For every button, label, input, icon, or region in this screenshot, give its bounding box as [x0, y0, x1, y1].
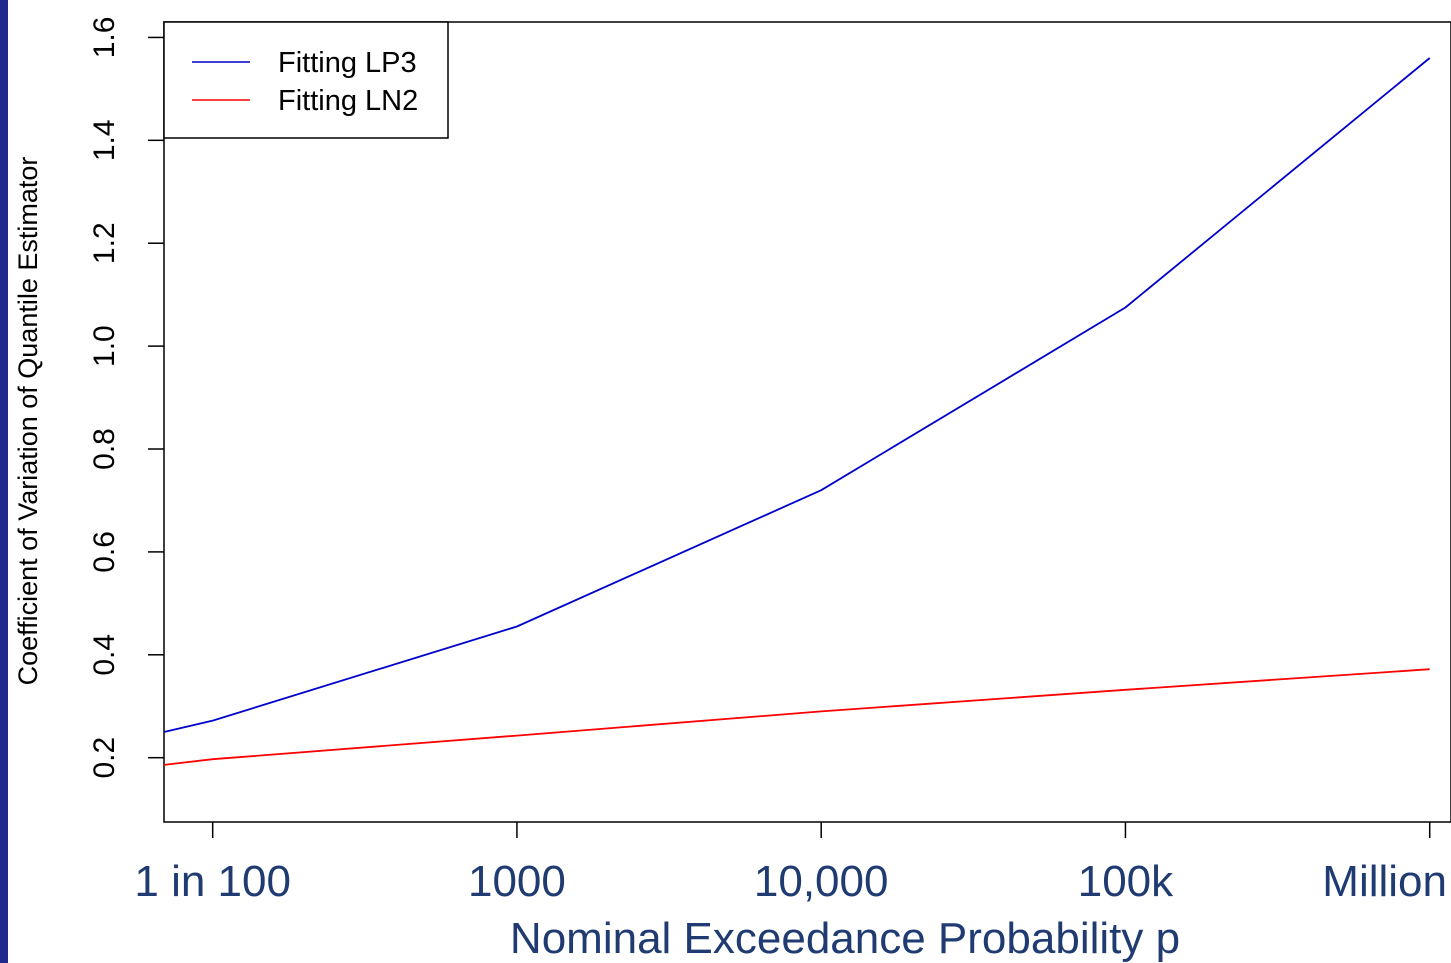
y-tick-label: 0.2: [88, 737, 121, 779]
y-tick-label: 0.4: [88, 634, 121, 676]
series-line-lp3: [163, 57, 1431, 733]
x-tick-label: 10,000: [754, 857, 889, 906]
x-tick-label: 1 in 100: [134, 857, 291, 906]
legend: Fitting LP3 Fitting LN2: [163, 21, 449, 139]
x-axis-title: Nominal Exceedance Probability p: [510, 914, 1180, 963]
series-line-ln2: [163, 668, 1430, 766]
left-accent-strip: [0, 0, 8, 963]
legend-label-ln2: Fitting LN2: [278, 85, 418, 117]
legend-box: [163, 21, 449, 139]
y-tick-label: 1.0: [88, 325, 121, 367]
y-tick-label: 0.6: [88, 531, 121, 573]
y-axis-title: Coefficient of Variation of Quantile Est…: [13, 157, 43, 686]
x-tick-label: Million: [1322, 857, 1447, 906]
y-axis: 0.2 0.4 0.6 0.8 1.0 1.2 1.4 1.6: [88, 17, 164, 779]
x-axis: 1 in 100 1000 10,000 100k Million: [134, 822, 1447, 906]
legend-label-lp3: Fitting LP3: [278, 47, 417, 79]
y-tick-label: 0.8: [88, 428, 121, 470]
x-tick-label: 100k: [1078, 857, 1174, 906]
y-tick-label: 1.4: [88, 119, 121, 161]
plot-frame: [163, 21, 1451, 823]
x-tick-label: 1000: [468, 857, 566, 906]
series-layer: [163, 57, 1431, 766]
y-tick-label: 1.6: [88, 17, 121, 59]
y-tick-label: 1.2: [88, 222, 121, 264]
